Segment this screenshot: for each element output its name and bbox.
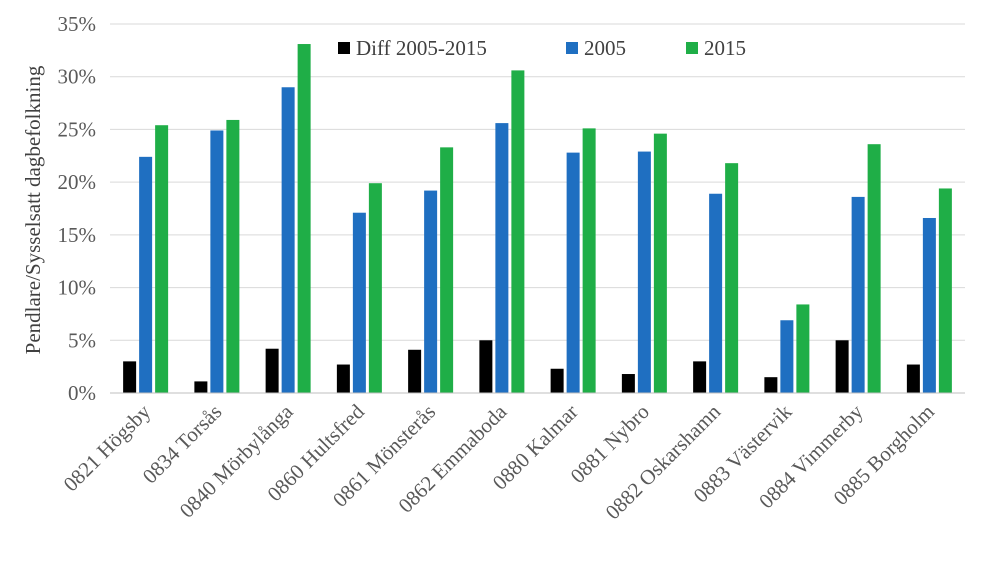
bar-2005	[709, 193, 723, 393]
y-axis-ticks: 0% 5% 10% 15% 20% 25% 30% 35%	[58, 12, 97, 405]
y-tick-label: 5%	[68, 328, 96, 352]
bar-2005	[210, 130, 224, 394]
bar-diff-2005-2015	[194, 381, 208, 393]
y-tick-label: 15%	[58, 223, 97, 247]
bar-diff-2005-2015	[408, 349, 422, 393]
legend-label: Diff 2005-2015	[356, 36, 487, 60]
y-tick-label: 20%	[58, 170, 97, 194]
bar-2005	[566, 152, 580, 393]
bar-2005	[637, 151, 651, 393]
legend: Diff 2005-2015 2005 2015	[338, 36, 746, 60]
bar-2015	[226, 119, 240, 393]
bar-diff-2005-2015	[693, 361, 707, 393]
legend-swatch	[566, 42, 578, 54]
legend-label: 2015	[704, 36, 746, 60]
bar-2015	[440, 147, 454, 393]
legend-swatch	[686, 42, 698, 54]
y-axis-label: Pendlare/Sysselsatt dagbefolkning	[21, 65, 45, 354]
bar-2005	[281, 87, 295, 393]
legend-label: 2005	[584, 36, 626, 60]
bar-2005	[851, 196, 865, 393]
bar-diff-2005-2015	[621, 374, 635, 393]
bar-2005	[780, 320, 794, 393]
legend-swatch	[338, 42, 350, 54]
bar-2015	[511, 70, 525, 393]
bar-2005	[922, 217, 936, 393]
bar-2015	[368, 183, 382, 393]
bar-2015	[938, 188, 952, 393]
bar-diff-2005-2015	[835, 340, 849, 393]
gridlines	[110, 23, 965, 341]
y-tick-label: 35%	[58, 12, 97, 36]
bar-2005	[495, 123, 509, 394]
bar-diff-2005-2015	[550, 368, 564, 393]
bar-diff-2005-2015	[123, 361, 137, 393]
bar-2015	[653, 133, 667, 393]
bar-2005	[352, 212, 366, 393]
bar-diff-2005-2015	[265, 348, 279, 393]
bar-diff-2005-2015	[336, 364, 350, 393]
bar-diff-2005-2015	[479, 340, 493, 393]
y-tick-label: 30%	[58, 65, 97, 89]
y-tick-label: 0%	[68, 381, 96, 405]
bar-diff-2005-2015	[906, 364, 920, 393]
bar-2005	[139, 156, 153, 393]
bar-2015	[796, 304, 810, 393]
bar-2015	[297, 44, 311, 393]
bars	[123, 44, 952, 394]
bar-2015	[725, 163, 739, 393]
bar-2015	[582, 128, 596, 394]
x-tick-label: 0821 Högsby	[59, 399, 156, 496]
y-tick-label: 25%	[58, 117, 97, 141]
bar-diff-2005-2015	[764, 377, 778, 393]
bar-2005	[424, 190, 438, 393]
bar-2015	[155, 125, 169, 393]
bar-2015	[867, 144, 881, 393]
y-tick-label: 10%	[58, 276, 97, 300]
